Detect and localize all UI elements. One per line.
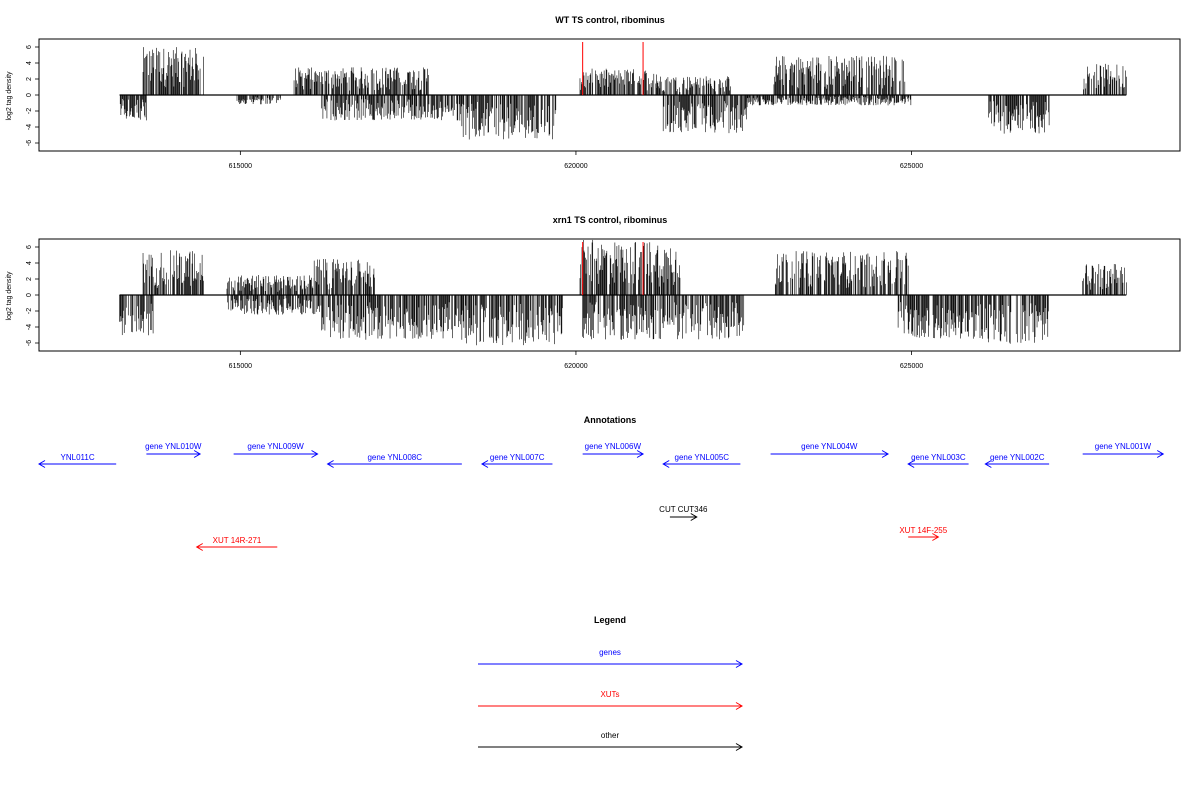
- xrn1-y-tick-label: -6: [26, 340, 33, 346]
- xrn1-y-tick-label: 4: [26, 261, 33, 265]
- feature-gene-ynl008c: gene YNL008C: [326, 453, 462, 468]
- feature-label: XUT 14F-255: [899, 526, 947, 535]
- wt-x-axis: 615000 620000 625000: [229, 151, 923, 170]
- feature-cut-cut346: CUT CUT346: [659, 505, 708, 521]
- wt-x-tick-label: 620000: [564, 163, 587, 170]
- annotations-title: Annotations: [584, 415, 637, 425]
- legend-item-other: other: [478, 731, 743, 751]
- legend-item-arrow-head: [735, 660, 743, 668]
- legend-item-label: other: [601, 731, 620, 740]
- feature-label: CUT CUT346: [659, 505, 708, 514]
- feature-label: gene YNL003C: [911, 453, 966, 462]
- feature-gene-ynl005c: gene YNL005C: [662, 453, 741, 468]
- wt-y-tick-label: 6: [26, 45, 33, 49]
- feature-label: gene YNL006W: [585, 442, 642, 451]
- feature-arrow-head: [480, 460, 489, 468]
- feature-label: YNL011C: [61, 453, 95, 462]
- feature-arrow-head: [690, 513, 698, 521]
- feature-arrow-head: [1156, 450, 1165, 458]
- feature-gene-ynl010w: gene YNL010W: [145, 442, 202, 458]
- xrn1-markers: [582, 242, 644, 295]
- wt-markers: [582, 42, 644, 95]
- xrn1-y-tick-label: 6: [26, 245, 33, 249]
- legend-item-genes: genes: [478, 648, 743, 668]
- wt-y-tick-label: -4: [26, 124, 33, 130]
- xrn1-y-tick-label: 2: [26, 277, 33, 281]
- annotation-features: YNL011C gene YNL010W gene YNL009W gene YNL0…: [38, 442, 1165, 551]
- feature-arrow-head: [636, 450, 645, 458]
- legend-item-xuts: XUTs: [478, 690, 743, 710]
- feature-label: XUT 14R-271: [213, 536, 262, 545]
- xrn1-x-axis: 615000 620000 625000: [229, 351, 923, 370]
- feature-label: gene YNL010W: [145, 442, 202, 451]
- annotations-panel: Annotations YNL011C gene YNL010W gene YNL0…: [38, 415, 1165, 551]
- wt-y-axis: -6 -4 -2 0 2 4 6: [26, 45, 39, 146]
- xrn1-y-tick-label: -2: [26, 308, 33, 314]
- wt-y-tick-label: 0: [26, 93, 33, 97]
- wt-panel-title: WT TS control, ribominus: [555, 15, 665, 25]
- xrn1-x-tick-label: 625000: [900, 363, 923, 370]
- wt-y-axis-label: log2 tag density: [6, 71, 13, 121]
- legend: Legend genes XUTs other: [478, 615, 743, 751]
- xrn1-signal-bars: [119, 239, 1127, 346]
- feature-label: gene YNL008C: [367, 453, 422, 462]
- xrn1-y-tick-label: -4: [26, 324, 33, 330]
- feature-arrow-head: [907, 460, 915, 468]
- feature-arrow-head: [195, 543, 203, 551]
- feature-label: gene YNL002C: [990, 453, 1045, 462]
- feature-label: gene YNL009W: [247, 442, 304, 451]
- feature-gene-ynl007c: gene YNL007C: [480, 453, 553, 468]
- feature-arrow-head: [326, 460, 334, 468]
- wt-signal-bars: [119, 47, 1127, 140]
- legend-items: genes XUTs other: [478, 648, 743, 751]
- xrn1-y-tick-label: 0: [26, 293, 33, 297]
- feature-label: gene YNL007C: [490, 453, 545, 462]
- wt-y-tick-label: -2: [26, 108, 33, 114]
- feature-arrow-head: [311, 450, 319, 458]
- feature-arrow-head: [984, 460, 992, 468]
- wt-y-tick-label: -6: [26, 140, 33, 146]
- xrn1-signal-panel: xrn1 TS control, ribominus log2 tag dens…: [6, 215, 1181, 370]
- feature-xut-14r-271: XUT 14R-271: [195, 536, 278, 551]
- feature-arrow-head: [38, 460, 46, 468]
- legend-title: Legend: [594, 615, 626, 625]
- xrn1-y-axis-label: log2 tag density: [6, 271, 13, 321]
- feature-arrow-head: [662, 460, 670, 468]
- feature-arrow-head: [932, 533, 940, 541]
- feature-xut-14f-255: XUT 14F-255: [899, 526, 948, 541]
- feature-arrow-head: [881, 450, 890, 458]
- feature-gene-ynl004w: gene YNL004W: [770, 442, 890, 458]
- wt-x-tick-label: 625000: [900, 163, 923, 170]
- wt-x-tick-label: 615000: [229, 163, 252, 170]
- feature-ynl011c: YNL011C: [38, 453, 117, 468]
- legend-item-label: genes: [599, 648, 621, 657]
- feature-label: gene YNL001W: [1095, 442, 1152, 451]
- legend-item-arrow-head: [735, 702, 743, 710]
- xrn1-x-tick-label: 615000: [229, 363, 252, 370]
- wt-y-tick-label: 4: [26, 61, 33, 65]
- feature-arrow-head: [193, 450, 202, 458]
- xrn1-y-axis: -6 -4 -2 0 2 4 6: [26, 245, 39, 346]
- feature-gene-ynl009w: gene YNL009W: [233, 442, 319, 458]
- feature-label: gene YNL004W: [801, 442, 858, 451]
- feature-label: gene YNL005C: [675, 453, 730, 462]
- xrn1-panel-title: xrn1 TS control, ribominus: [553, 215, 668, 225]
- legend-item-label: XUTs: [600, 690, 619, 699]
- feature-gene-ynl003c: gene YNL003C: [907, 453, 969, 468]
- feature-gene-ynl002c: gene YNL002C: [984, 453, 1050, 468]
- xrn1-x-tick-label: 620000: [564, 363, 587, 370]
- wt-y-tick-label: 2: [26, 77, 33, 81]
- wt-signal-panel: WT TS control, ribominus log2 tag densit…: [6, 15, 1181, 170]
- feature-gene-ynl001w: gene YNL001W: [1082, 442, 1165, 458]
- feature-gene-ynl006w: gene YNL006W: [582, 442, 645, 458]
- legend-item-arrow-head: [735, 743, 743, 751]
